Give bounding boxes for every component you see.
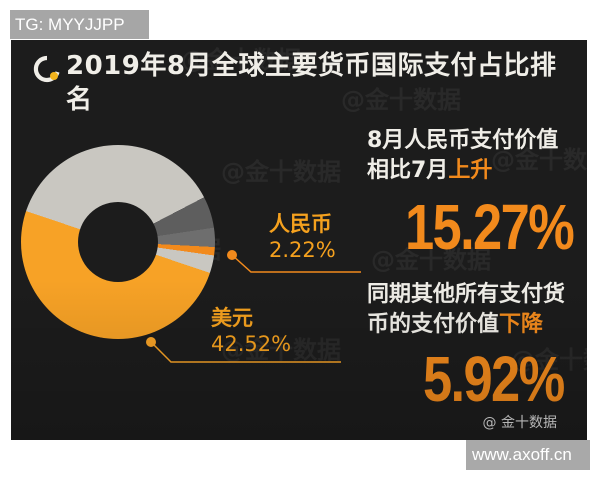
- infographic-card: @金十数据 @金十数据 @金十数据 @金十数据 @金十数据 @金十数据 @金十数…: [11, 40, 587, 440]
- rmb-label: 人民币: [269, 212, 332, 236]
- source-credit: @ 金十数据: [482, 415, 557, 431]
- rmb-growth-caption-line2: 相比7月上升: [367, 156, 492, 186]
- q-logo-icon: [33, 55, 60, 83]
- rmb-value: 2.22%: [269, 238, 336, 262]
- watermark-text: @金十数据: [221, 158, 341, 186]
- rise-highlight: 上升: [448, 158, 493, 183]
- caption-prefix: 币的支付价值: [367, 312, 500, 337]
- watermark-text: @金十数据: [491, 146, 587, 174]
- rmb-growth-caption-line1: 8月人民币支付价值: [367, 128, 559, 153]
- site-watermark-badge: www.axoff.cn: [466, 440, 590, 470]
- leader-lines: [146, 250, 361, 363]
- watermark-text: @金十数据: [511, 346, 587, 374]
- decline-highlight: 下降: [499, 312, 544, 337]
- watermark-text: @金十数据: [181, 46, 301, 74]
- page-title: 2019年8月全球主要货币国际支付占比排名: [66, 51, 557, 115]
- watermark-text: @金十数据: [341, 86, 461, 114]
- usd-label: 美元: [211, 306, 253, 330]
- usd-value: 42.52%: [211, 332, 292, 356]
- donut-hole: [78, 202, 158, 282]
- rmb-growth-value: 15.27%: [405, 191, 575, 263]
- other-decline-value: 5.92%: [423, 343, 565, 415]
- caption-prefix: 相比7月: [367, 158, 449, 183]
- other-decline-caption-line2: 币的支付价值下降: [367, 310, 543, 340]
- watermark-text: @金十数据: [221, 336, 341, 364]
- watermark-text: @金十数据: [371, 246, 491, 274]
- other-decline-caption-line1: 同期其他所有支付货: [367, 282, 566, 307]
- tg-watermark-badge: TG: MYYJJPP: [10, 10, 149, 39]
